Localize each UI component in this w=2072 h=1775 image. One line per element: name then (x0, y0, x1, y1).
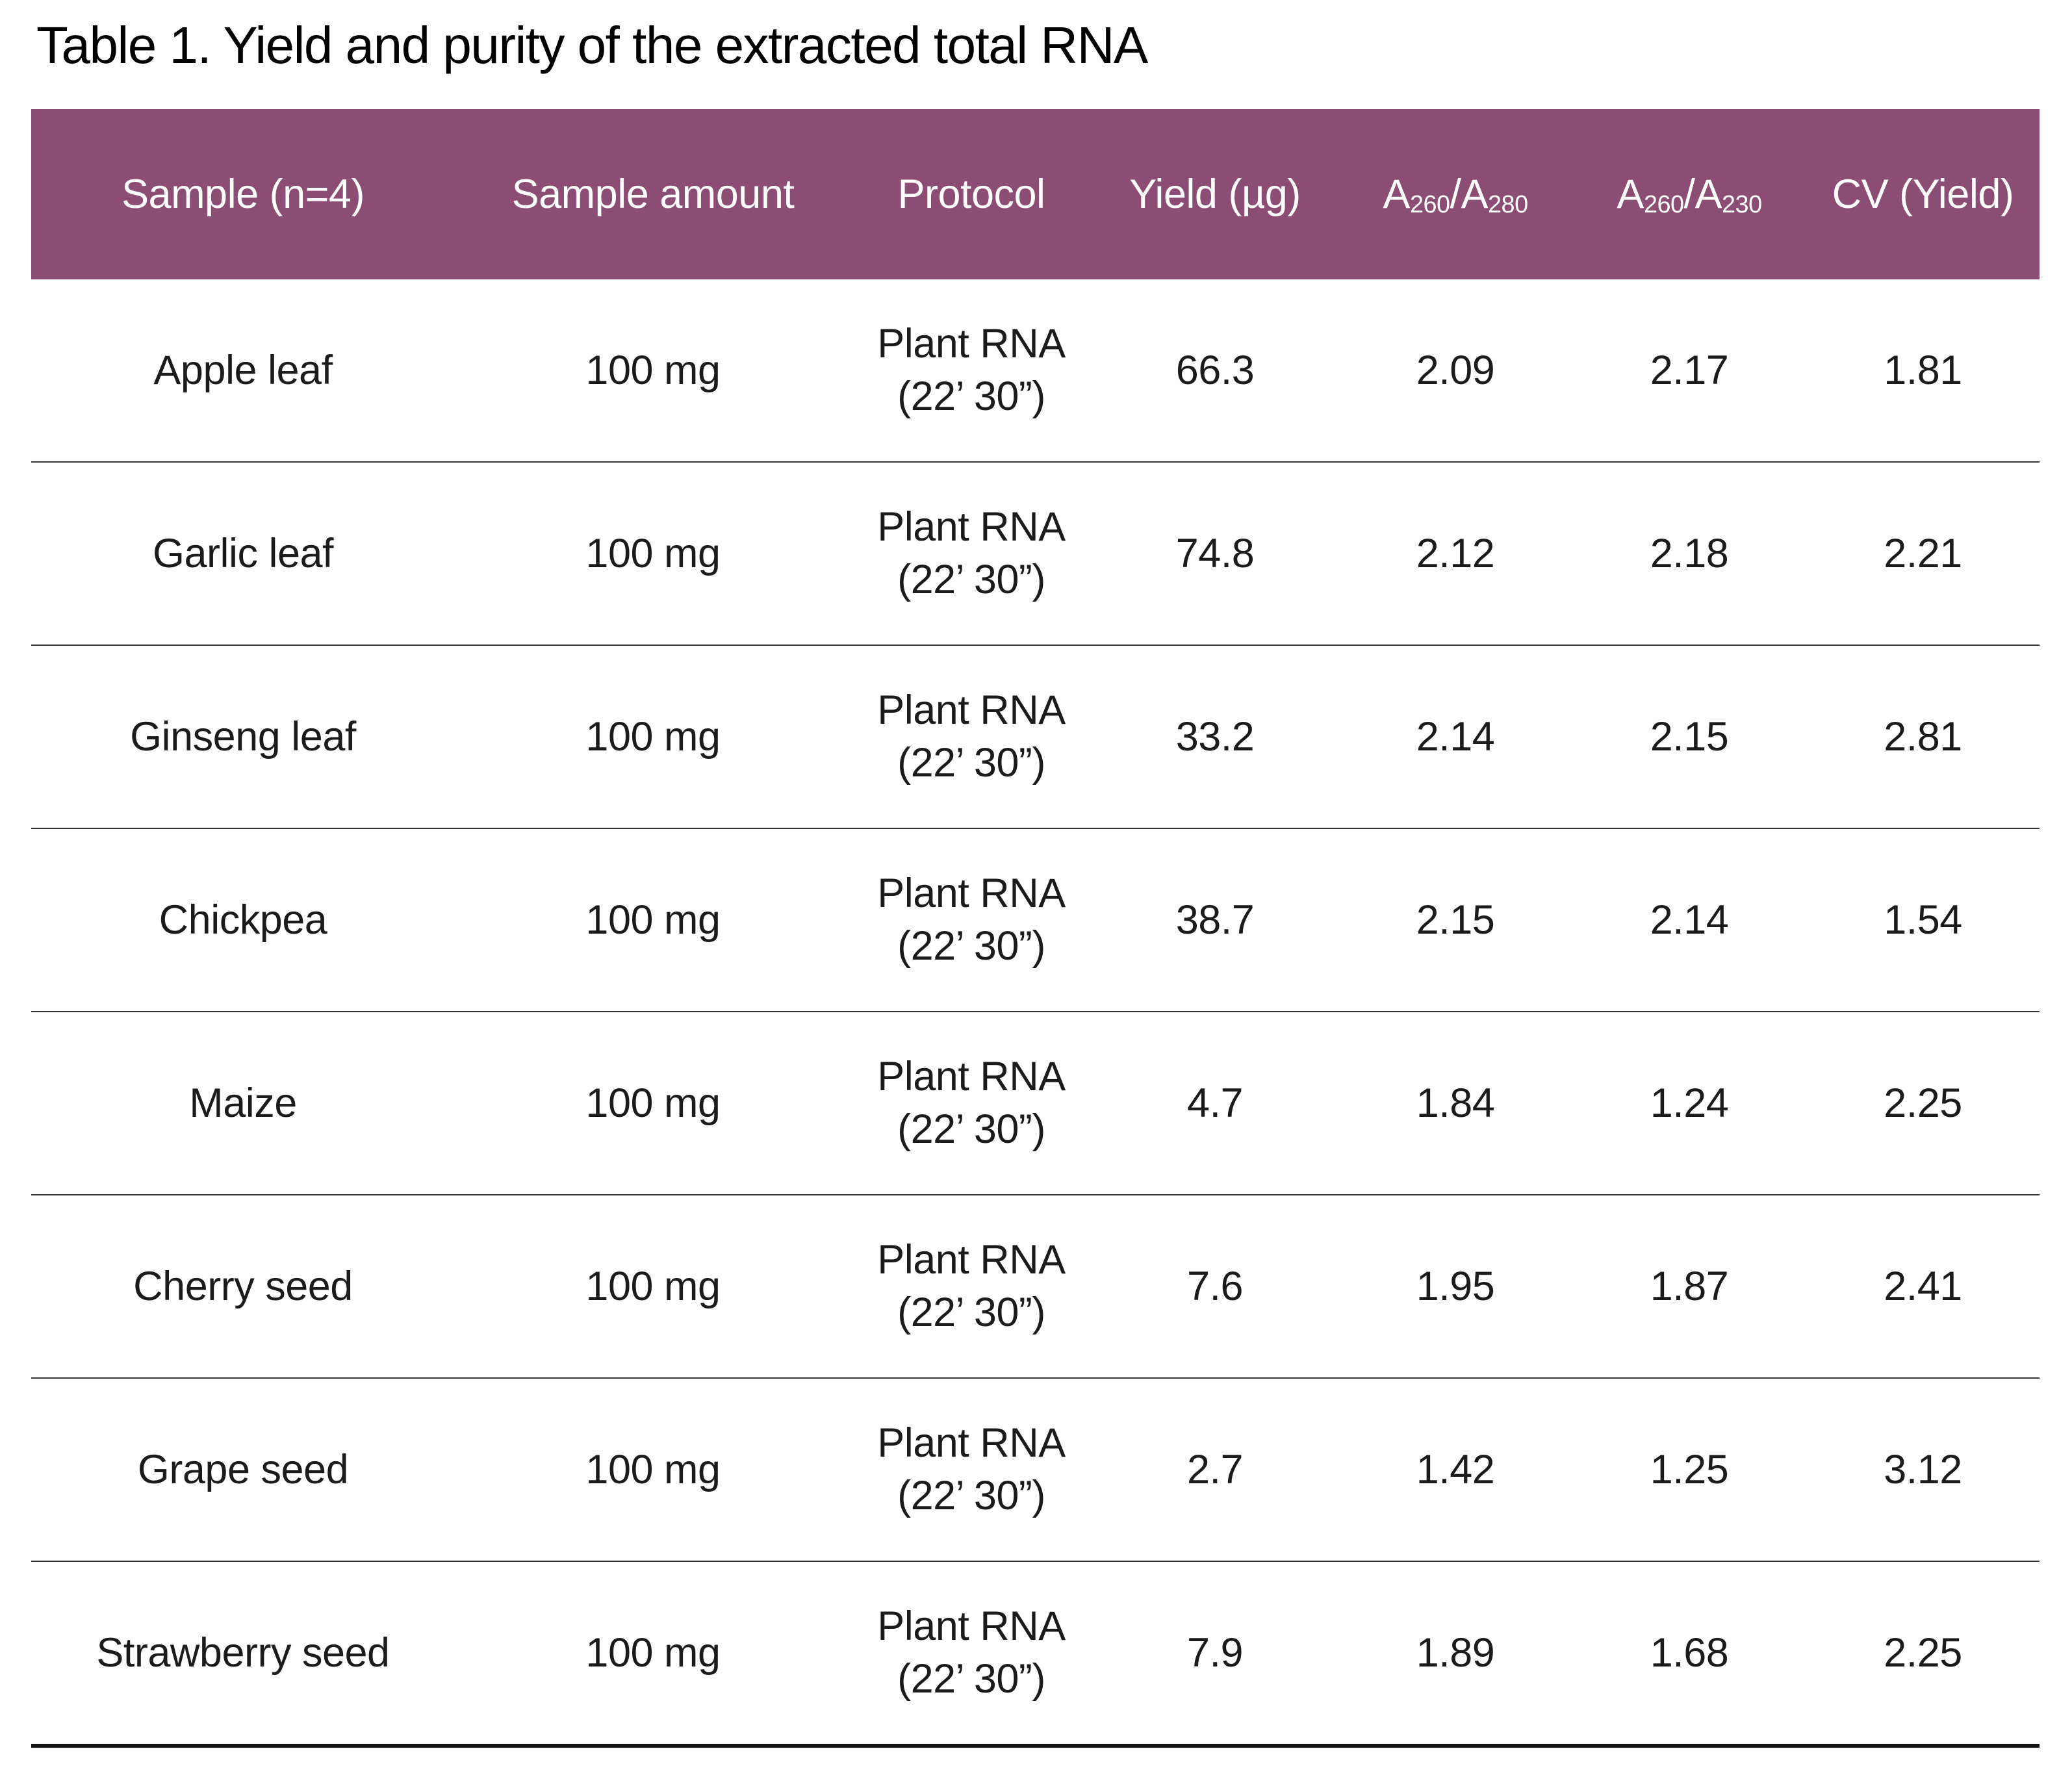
cell-yield: 7.6 (1186, 1264, 1244, 1309)
a260-230-slash: /A (1683, 172, 1722, 217)
cell-a260-280: 1.89 (1416, 1630, 1495, 1676)
header-a260-a280: A260/A280 (1338, 109, 1572, 279)
cell-a260-280: 1.95 (1416, 1264, 1495, 1309)
protocol-line1: Plant RNA (877, 1603, 1066, 1650)
cell-a260-230: 2.17 (1650, 348, 1729, 393)
cell-cv: 2.21 (1884, 531, 1962, 576)
protocol-line1: Plant RNA (877, 871, 1066, 917)
cell-yield: 38.7 (1175, 897, 1255, 943)
rna-yield-purity-table: Sample (n=4) Sample amount Protocol Yiel… (31, 109, 2040, 1748)
cell-a260-230: 1.68 (1650, 1630, 1729, 1676)
cell-sample: Garlic leaf (152, 531, 334, 576)
cell-sample: Strawberry seed (96, 1630, 390, 1676)
header-cv-yield: CV (Yield) (1806, 109, 2040, 279)
table-row: Strawberry seed 100 mg Plant RNA (22’ 30”… (31, 1561, 2040, 1746)
cell-protocol: Plant RNA (22’ 30”) (851, 279, 1092, 462)
protocol-line2: (22’ 30”) (897, 923, 1045, 969)
cell-a260-280: 2.09 (1416, 348, 1495, 393)
cell-a260-280: 1.42 (1416, 1447, 1495, 1492)
header-yield: Yield (µg) (1092, 109, 1338, 279)
cell-sample: Grape seed (137, 1447, 349, 1492)
cell-cv: 2.81 (1884, 714, 1962, 760)
a260-280-sub2: 280 (1488, 190, 1528, 218)
cell-cv: 2.25 (1884, 1630, 1962, 1676)
protocol-line2: (22’ 30”) (897, 740, 1045, 785)
cell-protocol: Plant RNA (22’ 30”) (851, 1012, 1092, 1195)
cell-yield: 4.7 (1186, 1080, 1244, 1126)
cell-cv: 2.41 (1884, 1264, 1962, 1309)
protocol-line2: (22’ 30”) (897, 1473, 1045, 1518)
a260-230-sub2: 230 (1722, 190, 1762, 218)
a260-230-base: A (1617, 172, 1644, 217)
cell-a260-230: 1.25 (1650, 1447, 1729, 1492)
cell-yield: 2.7 (1186, 1447, 1244, 1492)
cell-amount: 100 mg (585, 1264, 721, 1309)
a260-230-sub1: 260 (1643, 190, 1684, 218)
cell-protocol: Plant RNA (22’ 30”) (851, 1195, 1092, 1378)
cell-a260-280: 2.12 (1416, 531, 1495, 576)
cell-a260-280: 1.84 (1416, 1080, 1495, 1126)
cell-yield: 33.2 (1175, 714, 1255, 760)
cell-sample: Maize (189, 1080, 297, 1126)
cell-sample: Apple leaf (153, 348, 333, 393)
cell-a260-280: 2.15 (1416, 897, 1495, 943)
cell-cv: 2.25 (1884, 1080, 1962, 1126)
protocol-line1: Plant RNA (877, 321, 1066, 367)
cell-a260-230: 2.18 (1650, 531, 1729, 576)
cell-cv: 1.54 (1884, 897, 1962, 943)
cell-protocol: Plant RNA (22’ 30”) (851, 645, 1092, 828)
cell-amount: 100 mg (585, 348, 721, 393)
cell-amount: 100 mg (585, 1080, 721, 1126)
protocol-line2: (22’ 30”) (897, 1290, 1045, 1335)
header-sample: Sample (n=4) (31, 109, 455, 279)
a260-280-slash: /A (1450, 172, 1489, 217)
cell-a260-230: 1.24 (1650, 1080, 1729, 1126)
cell-amount: 100 mg (585, 1630, 721, 1676)
cell-sample: Cherry seed (133, 1264, 353, 1309)
table-row: Chickpea 100 mg Plant RNA (22’ 30”) 38.7 … (31, 828, 2040, 1012)
cell-yield: 66.3 (1175, 348, 1255, 393)
cell-a260-280: 2.14 (1416, 714, 1495, 760)
header-a260-a230: A260/A230 (1572, 109, 1806, 279)
protocol-line1: Plant RNA (877, 687, 1066, 734)
cell-protocol: Plant RNA (22’ 30”) (851, 462, 1092, 645)
cell-sample: Ginseng leaf (130, 714, 356, 760)
table-title: Table 1. Yield and purity of the extract… (36, 16, 1148, 74)
a260-280-base: A (1383, 172, 1410, 217)
cell-a260-230: 1.87 (1650, 1264, 1729, 1309)
protocol-line1: Plant RNA (877, 504, 1066, 550)
cell-yield: 7.9 (1186, 1630, 1244, 1676)
cell-cv: 1.81 (1884, 348, 1962, 393)
cell-amount: 100 mg (585, 1447, 721, 1492)
protocol-line1: Plant RNA (877, 1054, 1066, 1100)
table-row: Grape seed 100 mg Plant RNA (22’ 30”) 2.7… (31, 1378, 2040, 1561)
cell-amount: 100 mg (585, 897, 721, 943)
protocol-line2: (22’ 30”) (897, 1656, 1045, 1702)
cell-amount: 100 mg (585, 714, 721, 760)
cell-protocol: Plant RNA (22’ 30”) (851, 1378, 1092, 1561)
protocol-line2: (22’ 30”) (897, 1106, 1045, 1152)
header-sample-amount: Sample amount (455, 109, 851, 279)
table-row: Garlic leaf 100 mg Plant RNA (22’ 30”) 74… (31, 462, 2040, 645)
protocol-line1: Plant RNA (877, 1237, 1066, 1283)
cell-cv: 3.12 (1884, 1447, 1962, 1492)
protocol-line2: (22’ 30”) (897, 374, 1045, 419)
a260-280-sub1: 260 (1409, 190, 1450, 218)
protocol-line2: (22’ 30”) (897, 557, 1045, 602)
table-row: Maize 100 mg Plant RNA (22’ 30”) 4.7 1.84… (31, 1012, 2040, 1195)
cell-a260-230: 2.14 (1650, 897, 1729, 943)
table-row: Cherry seed 100 mg Plant RNA (22’ 30”) 7.… (31, 1195, 2040, 1378)
cell-protocol: Plant RNA (22’ 30”) (851, 828, 1092, 1012)
table-row: Ginseng leaf 100 mg Plant RNA (22’ 30”) 3… (31, 645, 2040, 828)
table-row: Apple leaf 100 mg Plant RNA (22’ 30”) 66.… (31, 279, 2040, 462)
cell-protocol: Plant RNA (22’ 30”) (851, 1561, 1092, 1746)
cell-yield: 74.8 (1175, 531, 1255, 576)
table-header-row: Sample (n=4) Sample amount Protocol Yiel… (31, 109, 2040, 279)
cell-amount: 100 mg (585, 531, 721, 576)
cell-sample: Chickpea (159, 897, 327, 943)
header-protocol: Protocol (851, 109, 1092, 279)
cell-a260-230: 2.15 (1650, 714, 1729, 760)
protocol-line1: Plant RNA (877, 1420, 1066, 1466)
